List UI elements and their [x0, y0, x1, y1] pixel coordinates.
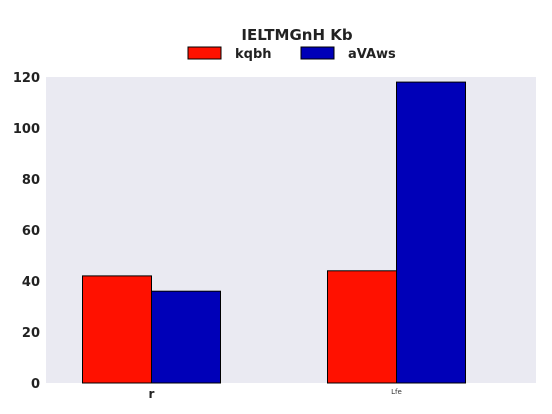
x-tick-label: Lfe [391, 388, 402, 396]
legend-swatch-kqbh [187, 46, 222, 60]
legend: kqbh aVAws [187, 46, 396, 62]
y-axis-ticks: 0 20 40 60 80 100 120 [13, 71, 40, 392]
y-tick-label: 20 [22, 326, 40, 341]
y-tick-label: 80 [22, 173, 40, 188]
y-tick-label: 60 [22, 224, 40, 239]
legend-swatch-aVAws [300, 46, 335, 60]
bar-kqbh-Lfe [327, 270, 397, 384]
legend-label-kqbh: kqbh [235, 47, 272, 62]
y-tick-label: 0 [31, 377, 40, 392]
bar-kqbh-r [82, 275, 152, 384]
legend-label-aVAws: aVAws [348, 47, 396, 62]
bar-aVAws-r [151, 290, 221, 384]
bars-group [82, 81, 466, 384]
x-axis-ticks: r Lfe [149, 387, 402, 401]
x-tick-label: r [149, 387, 155, 401]
y-tick-label: 40 [22, 275, 40, 290]
bar-aVAws-Lfe [396, 81, 466, 384]
y-tick-label: 120 [13, 71, 40, 86]
y-tick-label: 100 [13, 122, 40, 137]
chart-title: IELTMGnH Kb [241, 26, 352, 44]
